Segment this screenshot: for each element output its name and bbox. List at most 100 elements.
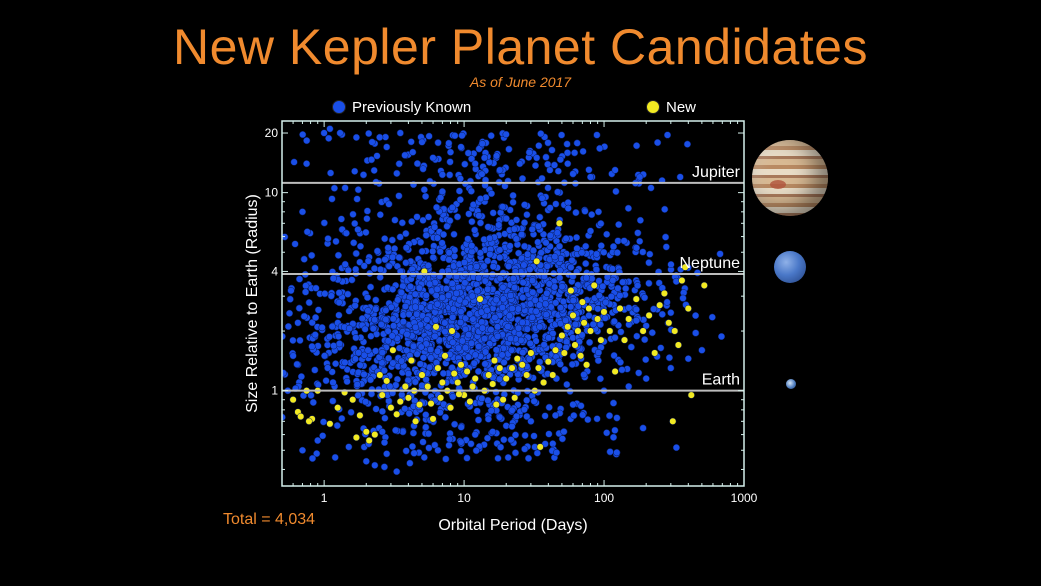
- new-candidate-point: [429, 415, 437, 423]
- previously-known-point: [295, 304, 303, 312]
- previously-known-point: [519, 278, 527, 287]
- previously-known-point: [389, 359, 397, 367]
- previously-known-point: [507, 436, 515, 444]
- previously-known-point: [551, 253, 559, 261]
- previously-known-point: [513, 412, 521, 420]
- previously-known-point: [586, 338, 594, 346]
- new-candidate-point: [578, 298, 586, 306]
- jupiter-image: [752, 140, 828, 216]
- previously-known-point: [302, 282, 310, 290]
- previously-known-point: [555, 242, 564, 250]
- new-candidate-point: [471, 375, 479, 383]
- previously-known-point: [518, 175, 527, 183]
- previously-known-point: [543, 262, 551, 270]
- previously-known-point: [408, 442, 417, 451]
- previously-known-point: [597, 220, 605, 228]
- previously-known-point: [308, 319, 316, 327]
- previously-known-point: [499, 295, 507, 303]
- previously-known-point: [556, 360, 564, 368]
- previously-known-point: [295, 275, 304, 283]
- previously-known-point: [314, 306, 322, 314]
- previously-known-point: [411, 323, 420, 331]
- previously-known-point: [692, 329, 700, 337]
- previously-known-point: [449, 313, 457, 321]
- previously-known-point: [520, 219, 529, 227]
- previously-known-point: [457, 308, 465, 316]
- previously-known-point: [521, 242, 529, 250]
- previously-known-point: [334, 251, 342, 259]
- previously-known-point: [332, 237, 340, 245]
- new-candidate-point: [289, 396, 297, 404]
- previously-known-point: [446, 217, 454, 225]
- previously-known-point: [489, 428, 497, 436]
- previously-known-point: [456, 196, 464, 204]
- new-candidate-point: [427, 400, 435, 408]
- previously-known-point: [582, 274, 590, 282]
- previously-known-point: [613, 249, 621, 257]
- previously-known-point: [345, 324, 353, 333]
- previously-known-point: [461, 160, 469, 168]
- previously-known-point: [698, 346, 706, 354]
- previously-known-point: [425, 132, 433, 140]
- previously-known-point: [642, 322, 650, 330]
- previously-known-point: [434, 139, 442, 147]
- previously-known-point: [481, 277, 489, 285]
- previously-known-point: [303, 137, 311, 145]
- new-candidate-point: [297, 412, 305, 421]
- previously-known-point: [564, 204, 572, 212]
- previously-known-point: [353, 195, 361, 203]
- previously-known-point: [324, 364, 332, 372]
- previously-known-point: [510, 225, 518, 233]
- previously-known-point: [319, 432, 327, 440]
- previously-known-point: [402, 447, 410, 455]
- previously-known-point: [363, 215, 371, 223]
- previously-known-point: [481, 348, 490, 356]
- previously-known-point: [487, 407, 495, 415]
- new-candidate-point: [496, 364, 504, 372]
- previously-known-point: [463, 454, 471, 462]
- previously-known-point: [489, 209, 497, 217]
- new-candidate-point: [590, 281, 598, 289]
- previously-known-point: [413, 350, 421, 358]
- previously-known-point: [478, 140, 486, 148]
- previously-known-point: [546, 204, 554, 212]
- previously-known-point: [496, 375, 504, 383]
- previously-known-point: [577, 402, 585, 410]
- previously-known-point: [586, 173, 595, 181]
- previously-known-point: [429, 247, 437, 255]
- new-candidate-point: [418, 371, 426, 379]
- previously-known-point: [325, 333, 333, 341]
- new-candidate-point: [569, 311, 577, 319]
- x-tick-label: 1000: [731, 491, 758, 505]
- previously-known-point: [582, 260, 590, 268]
- previously-known-point: [442, 455, 450, 463]
- previously-known-point: [558, 435, 566, 443]
- previously-known-point: [571, 320, 579, 328]
- previously-known-point: [542, 311, 550, 319]
- previously-known-point: [618, 366, 626, 374]
- previously-known-point: [570, 412, 578, 420]
- previously-known-point: [372, 405, 380, 413]
- previously-known-point: [352, 334, 360, 342]
- new-candidate-point: [600, 308, 608, 316]
- previously-known-point: [667, 309, 675, 317]
- previously-known-point: [452, 289, 461, 297]
- previously-known-point: [468, 248, 476, 256]
- new-candidate-point: [651, 349, 659, 357]
- new-candidate-point: [415, 401, 424, 409]
- previously-known-point: [541, 412, 549, 420]
- previously-known-point: [519, 294, 527, 302]
- previously-known-point: [373, 247, 381, 255]
- new-candidate-point: [678, 276, 686, 285]
- new-candidate-point: [396, 398, 404, 406]
- previously-known-point: [385, 262, 393, 270]
- previously-known-point: [395, 344, 404, 352]
- previously-known-point: [487, 132, 495, 140]
- previously-known-point: [284, 322, 292, 331]
- previously-known-point: [514, 324, 523, 332]
- previously-known-point: [332, 360, 340, 368]
- previously-known-point: [529, 246, 537, 255]
- previously-known-point: [578, 249, 586, 257]
- reference-label-earth: Earth: [702, 372, 740, 389]
- previously-known-point: [347, 408, 355, 416]
